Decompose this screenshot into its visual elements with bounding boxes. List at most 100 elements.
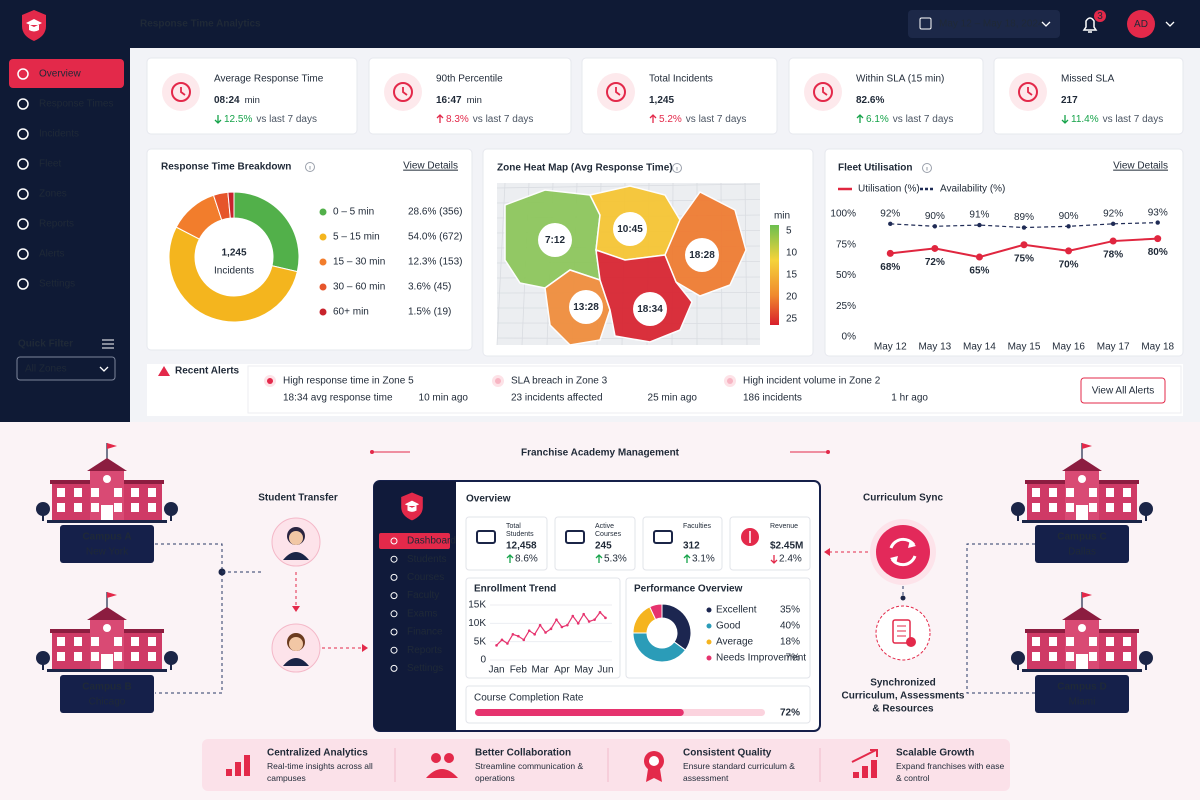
view-details-link[interactable]: View Details	[403, 161, 458, 172]
avatar[interactable]	[1127, 10, 1155, 38]
nav-item[interactable]: Reports	[39, 219, 74, 230]
y-tick-label: 100%	[830, 209, 856, 220]
kpi-label: Within SLA (15 min)	[856, 74, 944, 85]
base	[47, 520, 167, 523]
resource-icon-bg	[875, 605, 931, 661]
panel-menu-item[interactable]: Exams	[407, 608, 438, 619]
panel-menu-item[interactable]: Dashboard	[407, 536, 456, 547]
data-point	[511, 633, 515, 636]
panel-menu-item[interactable]: Finance	[407, 627, 443, 638]
nav-item[interactable]: Settings	[39, 279, 75, 290]
campus-label-box	[60, 675, 154, 713]
bell-icon[interactable]	[1082, 17, 1098, 33]
nav-item[interactable]: Alerts	[39, 249, 65, 260]
x-tick-label: Jan	[488, 665, 504, 676]
trend-arrow	[683, 554, 691, 563]
kpi-change: 11.4% vs last 7 days	[1071, 114, 1163, 125]
legend-label: Needs Improvement	[716, 653, 806, 664]
panel-menu-item[interactable]: Faculty	[407, 590, 439, 601]
date-picker[interactable]	[908, 10, 1060, 38]
panel-menu-item[interactable]: Settings	[407, 663, 443, 674]
nav-item[interactable]: Response Times	[39, 99, 113, 110]
x-tick-label: May 15	[1008, 342, 1041, 353]
view-all-label[interactable]: View All Alerts	[1092, 386, 1155, 397]
window	[74, 652, 82, 661]
base	[1022, 520, 1142, 523]
flag	[1082, 592, 1092, 598]
stat-value: $2.45M	[770, 541, 803, 552]
trend-arrow	[856, 114, 864, 123]
stat-change: 8.6%	[515, 554, 538, 565]
campus-label-box	[1035, 525, 1129, 563]
warning-icon	[158, 366, 170, 376]
zone-label: 18:28	[689, 250, 715, 261]
nav-item[interactable]: Incidents	[39, 129, 79, 140]
x-tick-label: May	[574, 665, 593, 676]
panel-menu-item[interactable]: Courses	[407, 572, 444, 583]
data-point	[1020, 241, 1028, 249]
window	[148, 503, 156, 512]
card-title: Response Time Breakdown	[161, 162, 291, 173]
campus-city: Dallas	[1068, 547, 1096, 558]
stat-value: 312	[683, 541, 700, 552]
zone-select[interactable]	[16, 356, 116, 381]
kpi-compare: vs last 7 days	[473, 114, 534, 125]
data-label: 65%	[969, 266, 989, 277]
view-details-link[interactable]: View Details	[1113, 161, 1168, 172]
window	[131, 637, 139, 646]
nav-item[interactable]: Zones	[39, 189, 67, 200]
data-point	[576, 622, 580, 625]
data-point	[571, 614, 575, 618]
kpi-label: Average Response Time	[214, 74, 324, 85]
alert-detail: 23 incidents affected	[511, 393, 603, 404]
data-label: 91%	[969, 210, 989, 221]
zone-label-bg	[633, 292, 667, 326]
legend-value: 40%	[780, 621, 800, 632]
trend-arrow	[506, 554, 514, 563]
resource-icon	[892, 619, 911, 644]
legend-label: 30 – 60 min	[333, 282, 385, 293]
legend-swatch	[706, 655, 712, 661]
pie-slice	[227, 191, 235, 219]
data-point	[598, 611, 602, 614]
panel-menu-icon	[390, 555, 398, 563]
feature-title: Scalable Growth	[896, 748, 974, 759]
tree	[36, 651, 50, 665]
sync-icon	[890, 540, 916, 564]
window	[1123, 637, 1131, 646]
window	[1106, 652, 1114, 661]
legend-swatch	[319, 308, 327, 316]
scale-tick-label: 20	[786, 292, 798, 303]
kpi-icon	[1027, 87, 1033, 96]
infographic-title: Franchise Academy Management	[521, 448, 680, 459]
feature-description: Streamline communication & operations	[475, 761, 584, 783]
data-point	[560, 625, 564, 629]
tree	[1139, 651, 1153, 665]
alert-time: 1 hr ago	[891, 393, 928, 404]
campus-label-box	[1035, 675, 1129, 713]
stat-label: Faculties	[683, 523, 712, 530]
feature-icon	[853, 772, 859, 778]
trend-arrow	[595, 554, 603, 563]
panel-menu-icon	[390, 610, 398, 618]
data-point	[1110, 221, 1116, 227]
window	[74, 503, 82, 512]
kpi-change: 6.1% vs last 7 days	[866, 114, 953, 125]
clock	[1078, 624, 1086, 632]
nav-item[interactable]: Fleet	[39, 159, 61, 170]
door	[101, 654, 113, 670]
view-all-button[interactable]	[1080, 377, 1166, 404]
campus-name: Campus C	[1057, 532, 1106, 543]
arrow-head	[292, 606, 300, 612]
nav-item[interactable]: Overview	[39, 69, 81, 80]
panel-menu-item[interactable]: Students	[407, 554, 446, 565]
window	[91, 652, 99, 661]
data-point	[582, 612, 585, 616]
window	[1032, 652, 1040, 661]
data-point	[538, 623, 542, 627]
window	[1106, 637, 1114, 646]
panel-menu-item[interactable]: Reports	[407, 645, 442, 656]
zone-label-bg	[613, 212, 647, 246]
kpi-value-number: 16:47	[436, 95, 462, 106]
stat-value: 245	[595, 541, 612, 552]
